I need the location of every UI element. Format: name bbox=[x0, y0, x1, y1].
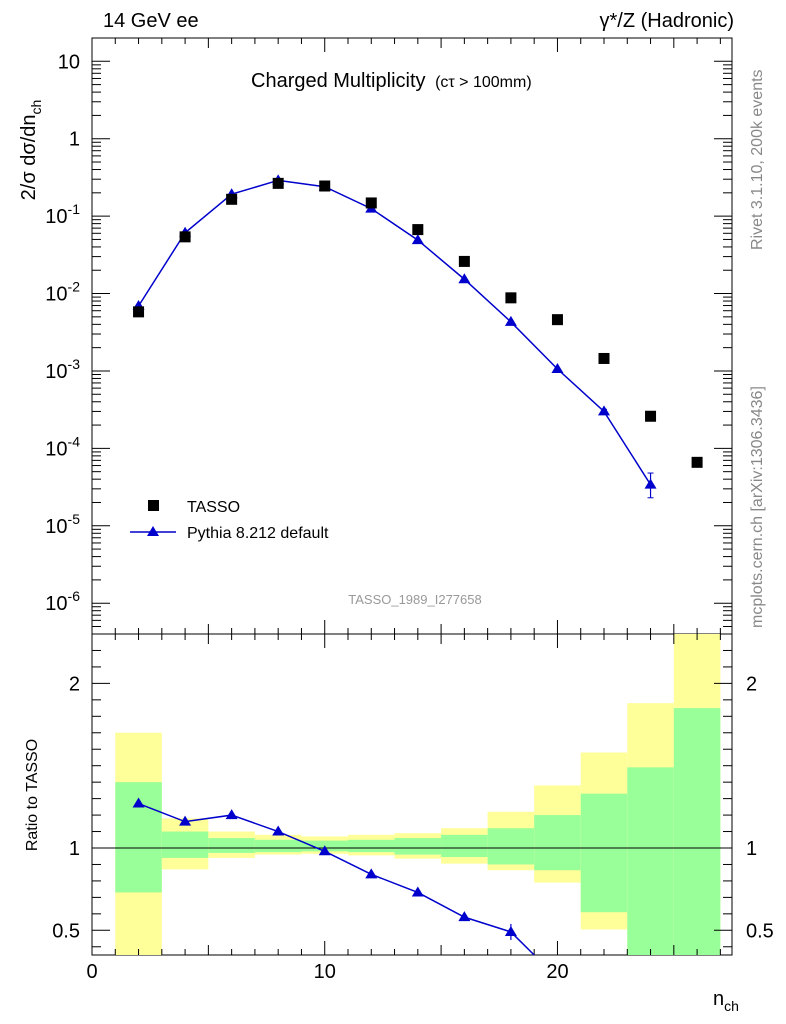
label-main: n bbox=[713, 988, 724, 1010]
y-tick-exponent: -1 bbox=[68, 201, 81, 217]
tasso-point bbox=[551, 314, 563, 326]
x-tick-label: 10 bbox=[314, 961, 336, 983]
y-tick-label-ratio-right: 0.5 bbox=[746, 920, 774, 942]
tasso-point bbox=[133, 306, 145, 318]
main-y-axis-label: 2/σ dσ/dnch bbox=[18, 100, 44, 201]
tasso-point bbox=[319, 180, 331, 192]
green-band-bin bbox=[394, 838, 442, 855]
tasso-point bbox=[365, 197, 377, 209]
y-tick-label-ratio-left: 0.5 bbox=[52, 920, 80, 942]
y-tick-label-ratio-right: 2 bbox=[746, 673, 757, 695]
ratio-line bbox=[138, 802, 535, 956]
analysis-id: TASSO_1989_I277658 bbox=[348, 592, 481, 607]
legend-label-pythia: Pythia 8.212 default bbox=[187, 525, 329, 542]
y-tick-base: 10 bbox=[45, 361, 67, 383]
legend: TASSO Pythia 8.212 default bbox=[130, 499, 329, 542]
main-plot-frame bbox=[91, 37, 733, 635]
y-tick-label: 10-3 bbox=[45, 356, 80, 383]
y-tick-label: 1 bbox=[69, 129, 80, 151]
y-tick-label: 10-6 bbox=[45, 588, 80, 615]
tasso-point bbox=[272, 177, 284, 189]
green-band-bin bbox=[161, 831, 209, 858]
ratio-point bbox=[365, 868, 378, 879]
ratio-point bbox=[225, 809, 238, 820]
plot-title: Charged Multiplicity (cτ > 100mm) bbox=[251, 70, 532, 92]
tasso-point bbox=[412, 224, 424, 236]
green-band-bin bbox=[534, 815, 581, 871]
data-series bbox=[132, 174, 703, 956]
green-band-bin bbox=[627, 767, 674, 955]
tasso-point bbox=[691, 456, 703, 468]
header-left: 14 GeV ee bbox=[103, 10, 199, 32]
green-band-bin bbox=[348, 839, 395, 853]
x-tick-label: 20 bbox=[546, 961, 568, 983]
y-tick-label: 10-2 bbox=[45, 279, 80, 306]
header-right: γ*/Z (Hadronic) bbox=[600, 10, 734, 32]
pythia-point bbox=[411, 234, 424, 245]
ratio-point bbox=[411, 886, 424, 897]
y-tick-exponent: -3 bbox=[68, 356, 81, 372]
y-tick-label-ratio-left: 2 bbox=[69, 673, 80, 695]
pythia-point bbox=[644, 478, 657, 489]
label-subscript: ch bbox=[724, 998, 739, 1014]
pythia-point bbox=[504, 315, 517, 326]
tick-marks bbox=[91, 37, 732, 955]
ratio-bands bbox=[115, 634, 721, 955]
y-tick-base: 10 bbox=[45, 206, 67, 228]
legend-marker-pythia bbox=[147, 526, 159, 536]
tasso-point bbox=[458, 255, 470, 267]
y-tick-label-ratio-left: 1 bbox=[69, 838, 80, 860]
ratio-point bbox=[179, 815, 192, 826]
x-axis-label: nch bbox=[713, 988, 739, 1014]
y-tick-label-ratio-right: 1 bbox=[746, 838, 757, 860]
tasso-point bbox=[179, 231, 191, 243]
ratio-point bbox=[458, 911, 471, 922]
tasso-point bbox=[505, 292, 517, 304]
y-tick-label: 10-5 bbox=[45, 511, 80, 538]
green-band-bin bbox=[441, 834, 488, 858]
y-tick-label: 10-4 bbox=[45, 433, 80, 460]
pythia-point bbox=[458, 273, 471, 284]
y-tick-label: 10 bbox=[58, 51, 80, 73]
pythia-point bbox=[598, 405, 610, 416]
legend-label-tasso: TASSO bbox=[187, 499, 240, 516]
label-subscript: ch bbox=[28, 100, 44, 115]
ratio-point bbox=[318, 845, 331, 856]
y-tick-exponent: -5 bbox=[68, 511, 81, 527]
tasso-point bbox=[645, 410, 657, 422]
y-tick-exponent: -4 bbox=[68, 433, 81, 449]
green-band-bin bbox=[580, 793, 628, 913]
legend-marker-tasso bbox=[148, 500, 159, 511]
green-band-bin bbox=[208, 838, 255, 853]
y-tick-label: 10-1 bbox=[45, 201, 80, 228]
label-main: 2/σ dσ/dn bbox=[18, 114, 40, 200]
x-tick-label: 0 bbox=[86, 961, 97, 983]
pythia-line bbox=[137, 179, 652, 486]
y-tick-exponent: -2 bbox=[68, 279, 81, 295]
plot-title-suffix: (cτ > 100mm) bbox=[435, 74, 532, 91]
y-tick-base: 10 bbox=[45, 284, 67, 306]
y-tick-base: 10 bbox=[45, 593, 67, 615]
mcplots-label: mcplots.cern.ch [arXiv:1306.3436] bbox=[749, 386, 766, 628]
ratio-y-axis-label: Ratio to TASSO bbox=[24, 739, 41, 851]
tasso-point bbox=[598, 352, 610, 364]
green-band-bin bbox=[254, 839, 302, 853]
green-band-bin bbox=[487, 828, 535, 865]
y-tick-base: 10 bbox=[45, 438, 67, 460]
plot-title-main: Charged Multiplicity bbox=[251, 70, 426, 92]
ratio-plot-frame bbox=[91, 633, 733, 956]
y-tick-base: 10 bbox=[45, 516, 67, 538]
ratio-point bbox=[504, 925, 517, 936]
ratio-point bbox=[132, 797, 145, 808]
green-band-bin bbox=[673, 708, 721, 955]
pythia-point bbox=[551, 362, 564, 373]
rivet-version-label: Rivet 3.1.10, 200k events bbox=[749, 69, 766, 250]
y-tick-exponent: -6 bbox=[68, 588, 81, 604]
tasso-point bbox=[226, 193, 238, 205]
ratio-point bbox=[272, 825, 285, 836]
